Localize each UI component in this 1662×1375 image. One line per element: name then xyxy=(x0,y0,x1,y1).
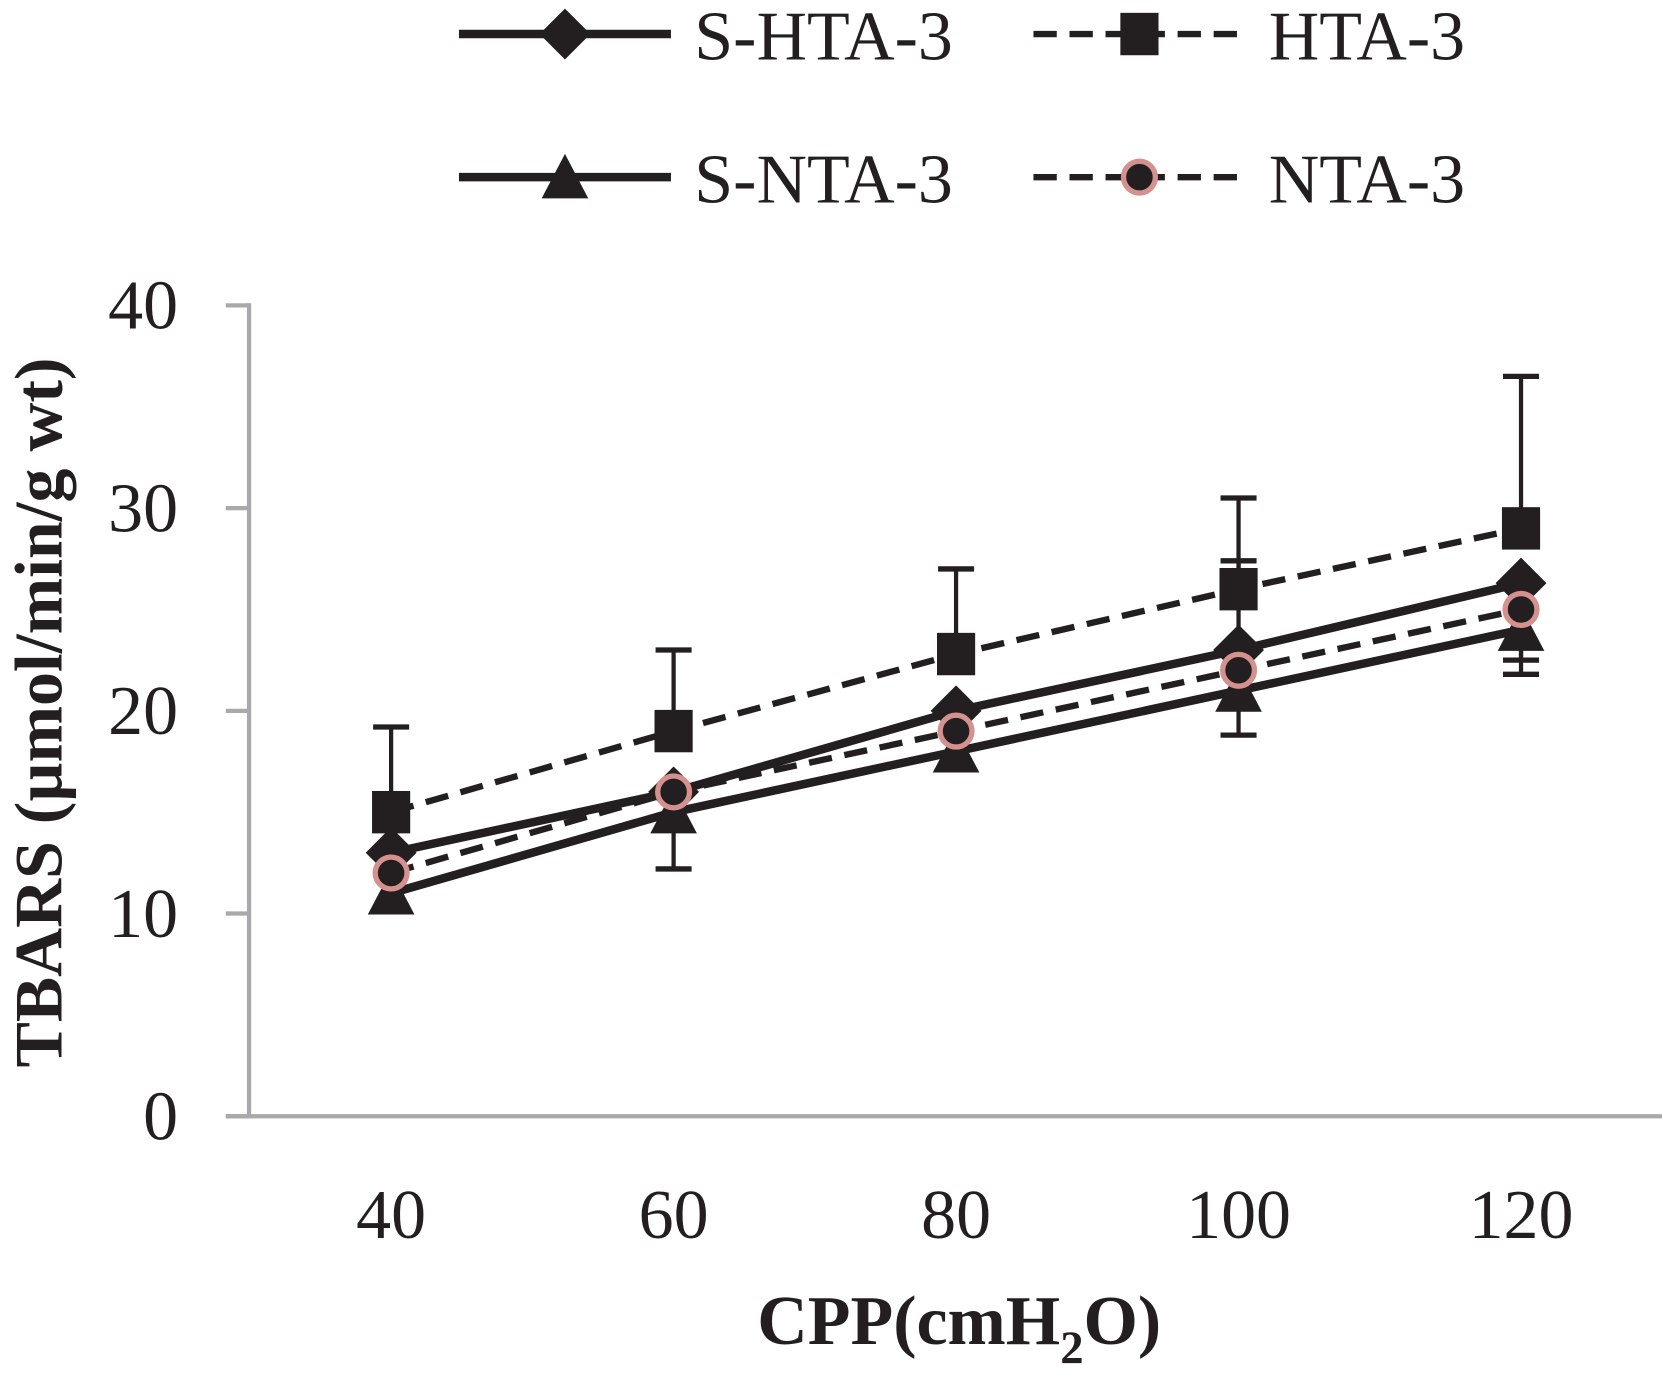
circle-marker xyxy=(1220,651,1258,689)
diamond-marker xyxy=(1495,557,1547,609)
legend-label: S-NTA-3 xyxy=(694,142,953,219)
square-marker xyxy=(1120,12,1159,56)
square-marker xyxy=(936,632,976,676)
y-tick-label: 10 xyxy=(108,876,178,953)
y-tick-label: 20 xyxy=(108,673,178,750)
square-marker xyxy=(1501,507,1541,550)
circle-marker xyxy=(1120,158,1158,196)
legend-item: NTA-3 xyxy=(1033,142,1465,219)
circle-marker xyxy=(655,773,693,811)
legend: S-HTA-3 HTA-3 S-NTA-3 NTA-3 xyxy=(458,0,1465,219)
legend-item: S-HTA-3 xyxy=(458,0,953,75)
x-tick-label: 120 xyxy=(1469,1177,1574,1254)
legend-item: S-NTA-3 xyxy=(458,142,953,219)
circle-marker xyxy=(937,712,975,750)
x-axis-label-subscript: 2 xyxy=(1060,1322,1083,1374)
y-axis-label: TBARS (µmol/min/g wt) xyxy=(1,357,76,1067)
legend-item: HTA-3 xyxy=(1033,0,1465,75)
diamond-marker xyxy=(539,8,591,60)
circle-marker xyxy=(1502,590,1540,629)
x-axis-label-end: O) xyxy=(1084,1283,1162,1360)
plot-area xyxy=(365,373,1547,915)
axes: 0 10 20 30 40 40 60 80 100 120 xyxy=(108,268,1662,1254)
triangle-marker xyxy=(367,869,415,915)
x-tick-label: 60 xyxy=(639,1177,709,1254)
circle-marker xyxy=(372,854,410,892)
x-tick-label: 100 xyxy=(1186,1177,1291,1254)
x-tick-label: 80 xyxy=(921,1177,991,1254)
triangle-marker xyxy=(541,153,589,199)
legend-label: S-HTA-3 xyxy=(694,0,953,75)
legend-label: NTA-3 xyxy=(1269,142,1465,219)
x-axis-label-main: CPP(cmH xyxy=(757,1283,1060,1360)
legend-label: HTA-3 xyxy=(1269,0,1465,75)
square-marker xyxy=(372,790,411,834)
triangle-marker xyxy=(1497,606,1545,651)
y-tick-label: 0 xyxy=(143,1079,178,1156)
triangle-marker xyxy=(932,728,980,773)
square-marker xyxy=(654,709,693,753)
x-tick-label: 40 xyxy=(356,1177,426,1254)
triangle-marker xyxy=(1215,667,1262,712)
x-axis-label: CPP(cmH2O) xyxy=(757,1283,1161,1374)
y-tick-label: 40 xyxy=(108,268,178,345)
y-tick-label: 30 xyxy=(108,470,178,547)
square-marker xyxy=(1219,567,1258,611)
